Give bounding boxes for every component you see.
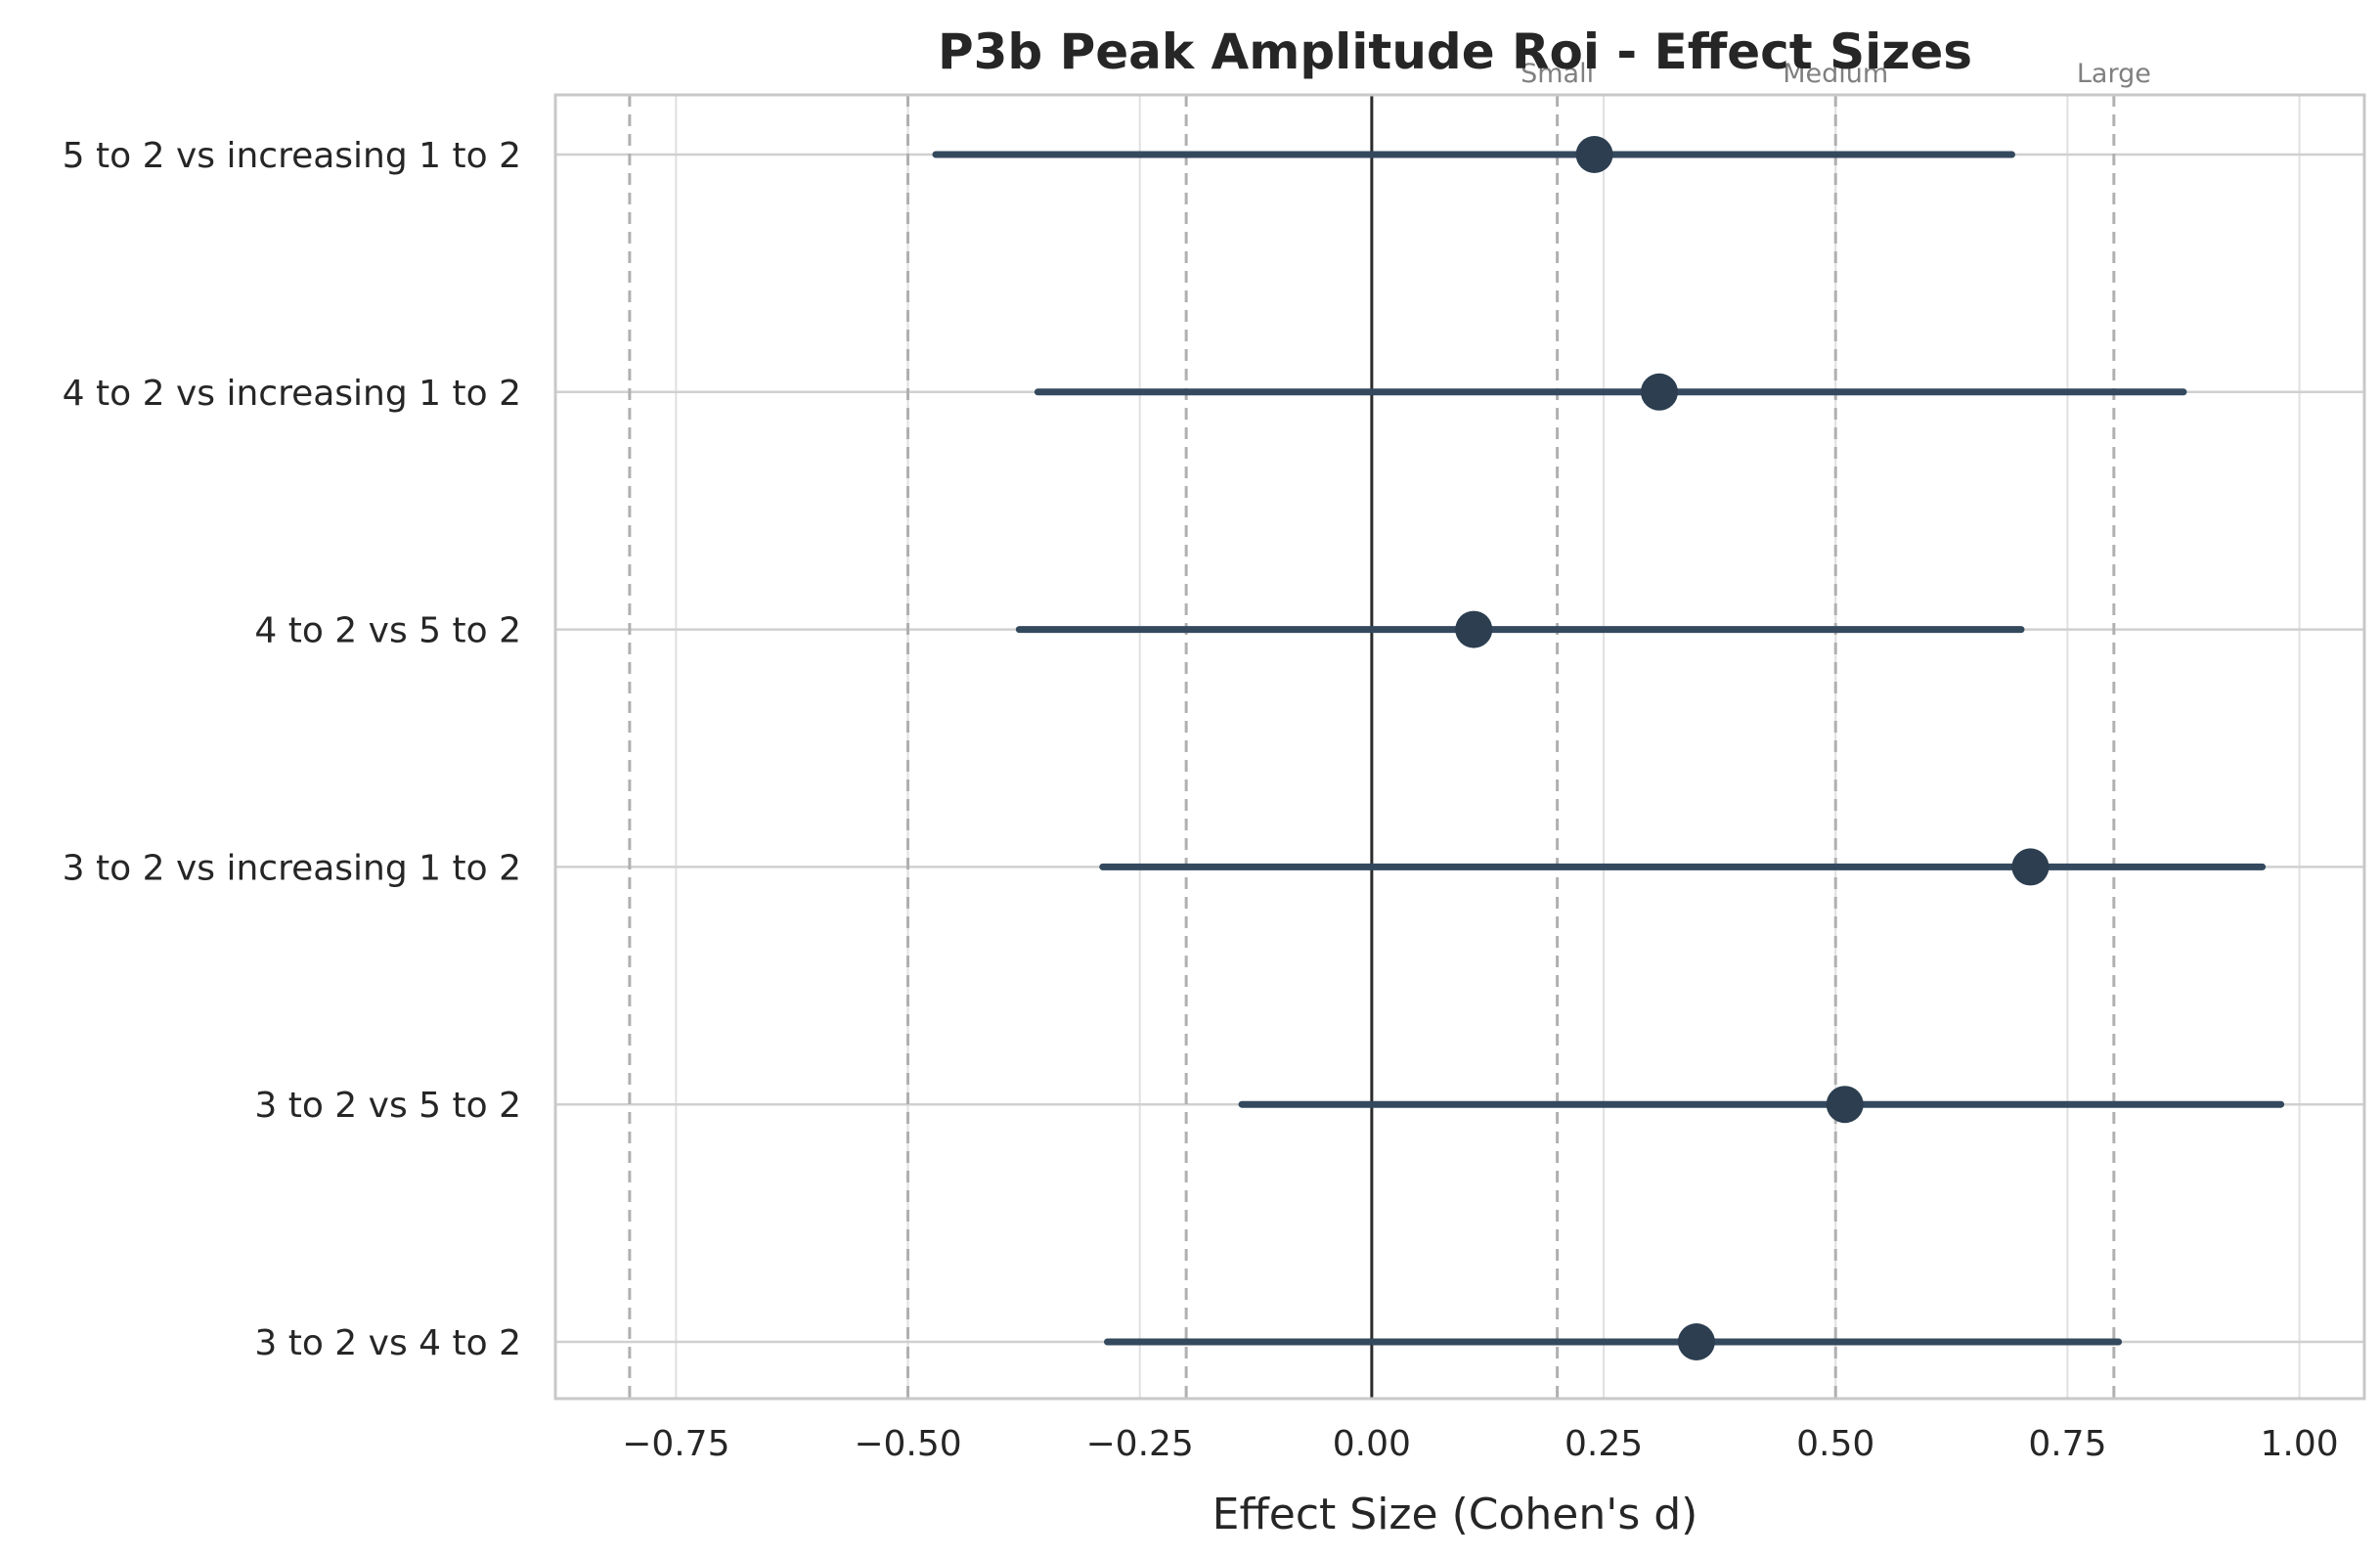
plot-frame (553, 93, 2366, 1401)
chart-title: P3b Peak Amplitude Roi - Effect Sizes (938, 23, 1972, 80)
x-tick-label-0: −0.75 (622, 1424, 729, 1464)
threshold-label-large: Large (2077, 59, 2151, 89)
x-tick-label-1: −0.50 (854, 1424, 961, 1464)
effect-point-1 (1640, 373, 1678, 411)
x-tick-label-3: 0.00 (1333, 1424, 1411, 1464)
effect-point-2 (1455, 610, 1493, 648)
y-axis-category-labels: 5 to 2 vs increasing 1 to 2 4 to 2 vs inc… (63, 136, 521, 1363)
effect-point-5 (1677, 1323, 1715, 1360)
confidence-intervals (932, 151, 2285, 1346)
category-label-0: 5 to 2 vs increasing 1 to 2 (63, 136, 521, 176)
category-label-5: 3 to 2 vs 4 to 2 (254, 1323, 521, 1363)
x-tick-label-6: 0.75 (2028, 1424, 2106, 1464)
effect-point-3 (2011, 848, 2049, 886)
x-tick-label-2: −0.25 (1086, 1424, 1194, 1464)
category-label-4: 3 to 2 vs 5 to 2 (254, 1086, 521, 1126)
category-label-2: 4 to 2 vs 5 to 2 (254, 611, 521, 651)
threshold-labels: Small Medium Large (1521, 59, 2151, 89)
x-axis-ticks: −0.75 −0.50 −0.25 0.00 0.25 0.50 0.75 1.00 (622, 1424, 2338, 1464)
category-label-1: 4 to 2 vs increasing 1 to 2 (63, 374, 521, 414)
threshold-lines (628, 95, 2116, 1399)
axes-frame (553, 93, 2366, 1401)
x-tick-label-7: 1.00 (2261, 1424, 2339, 1464)
effect-point-0 (1575, 136, 1613, 173)
x-tick-label-4: 0.25 (1565, 1424, 1643, 1464)
x-axis-label: Effect Size (Cohen's d) (1212, 1490, 1698, 1539)
effect-points (1455, 136, 2049, 1360)
x-tick-label-5: 0.50 (1796, 1424, 1874, 1464)
threshold-label-medium: Medium (1783, 59, 1888, 89)
effect-point-4 (1826, 1086, 1864, 1124)
threshold-label-small: Small (1521, 59, 1594, 89)
category-label-3: 3 to 2 vs increasing 1 to 2 (63, 848, 521, 888)
